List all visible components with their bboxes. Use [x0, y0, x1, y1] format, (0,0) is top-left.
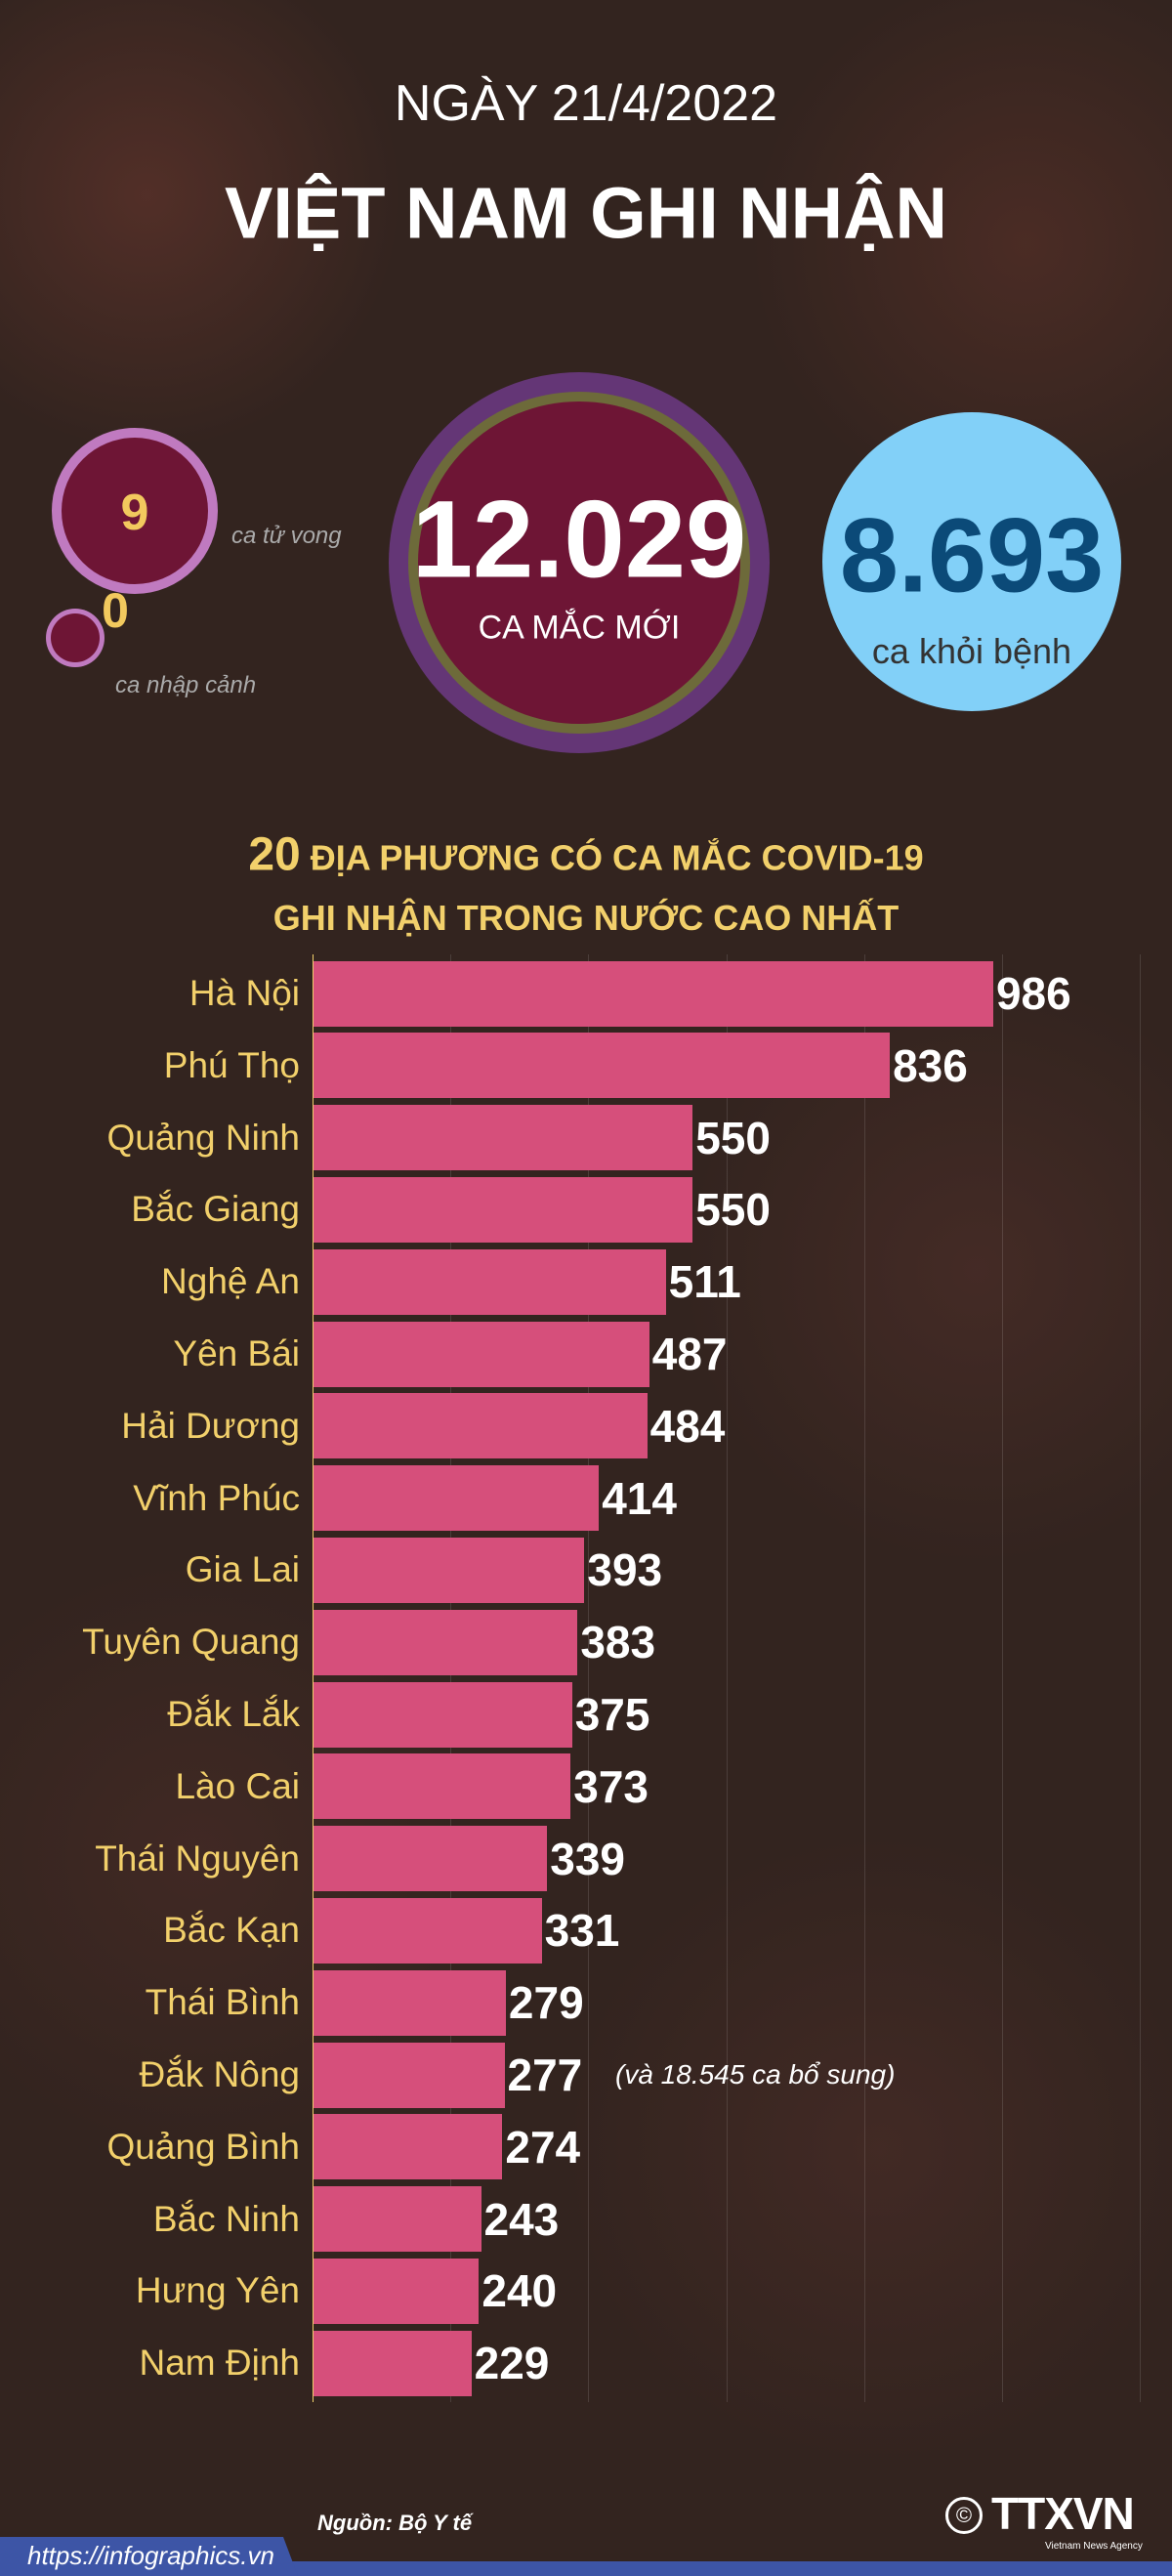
value-label: 550: [695, 1112, 771, 1163]
bar: [314, 2330, 472, 2396]
bar: [314, 1969, 506, 2036]
value-label: 487: [651, 1329, 728, 1379]
category-label: Vĩnh Phúc: [133, 1477, 300, 1518]
bar: [314, 1248, 666, 1315]
category-label: Bắc Kạn: [163, 1910, 300, 1951]
bar: [314, 2186, 481, 2253]
new-cases-value: 12.029: [411, 478, 747, 601]
value-label: 511: [668, 1256, 741, 1308]
logo-subtitle: Vietnam News Agency: [1045, 2541, 1143, 2552]
bar: [314, 1393, 648, 1459]
value-label: 331: [544, 1905, 620, 1957]
bar: [314, 1465, 600, 1532]
bar: [314, 2042, 505, 2108]
bar: [314, 960, 993, 1027]
gridline: [726, 954, 728, 2402]
deaths-value: 9: [120, 485, 149, 541]
category-label: Thái Nguyên: [95, 1837, 300, 1879]
category-label: Thái Bình: [145, 1982, 300, 2023]
chart-title-line1: 20 ĐỊA PHƯƠNG CÓ CA MẮC COVID-19: [248, 828, 923, 882]
recovered-circle: [822, 412, 1121, 711]
category-label: Quảng Bình: [106, 2126, 300, 2167]
url-tab: [0, 2537, 298, 2576]
gridline: [313, 954, 314, 2402]
category-label: Phú Thọ: [163, 1044, 300, 1085]
category-label: Hưng Yên: [135, 2270, 300, 2311]
new-cases-label: CA MẮC MỚI: [478, 609, 681, 647]
bar: [314, 1537, 585, 1603]
category-label: Nghệ An: [161, 1261, 300, 1302]
chart-title-number: 20: [248, 828, 301, 881]
value-label: 279: [508, 1977, 584, 2029]
value-label: 373: [573, 1760, 649, 1812]
value-label: 550: [695, 1184, 771, 1236]
virus-icon-imported: [51, 613, 100, 662]
chart-title-line2: GHI NHẬN TRONG NƯỚC CAO NHẤT: [272, 898, 900, 938]
bar: [314, 1826, 548, 1892]
recovered-label: ca khỏi bệnh: [871, 631, 1072, 671]
value-label: 240: [481, 2265, 558, 2317]
bar: [314, 1753, 571, 1820]
chart-title-text: ĐỊA PHƯƠNG CÓ CA MẮC COVID-19: [310, 837, 924, 878]
value-label: 836: [893, 1039, 968, 1091]
value-label: 383: [580, 1617, 656, 1668]
category-label: Lào Cai: [175, 1765, 300, 1806]
category-label: Nam Định: [139, 2343, 301, 2384]
bar: [314, 1609, 578, 1675]
imported-label: ca nhập cảnh: [115, 672, 257, 698]
value-label: 414: [602, 1472, 677, 1524]
source-text: Nguồn: Bộ Y tế: [317, 2511, 473, 2535]
value-label: 229: [474, 2338, 550, 2389]
imported-value: 0: [102, 583, 129, 638]
value-label: 277: [507, 2049, 583, 2100]
copyright-icon: ©: [945, 2497, 983, 2534]
category-label: Quảng Ninh: [106, 1117, 300, 1158]
value-label: 375: [574, 1689, 650, 1740]
gridline: [863, 954, 865, 2402]
headline: VIỆT NAM GHI NHẬN: [225, 172, 947, 254]
value-label: 393: [587, 1544, 663, 1596]
bar: [314, 2114, 503, 2180]
bar: [314, 1176, 693, 1243]
gridline: [1140, 954, 1141, 2402]
category-label: Bắc Ninh: [152, 2198, 300, 2239]
value-label: 339: [550, 1833, 626, 1884]
annotation-note: (và 18.545 ca bổ sung): [615, 2059, 896, 2090]
value-label: 484: [649, 1400, 726, 1452]
bar: [314, 1321, 649, 1387]
bar: [314, 2258, 480, 2324]
value-label: 243: [483, 2193, 560, 2245]
category-label: Gia Lai: [185, 1549, 300, 1590]
category-label: Yên Bái: [173, 1333, 300, 1373]
virus-icon-new-cases: [418, 401, 740, 724]
category-label: Đắk Nông: [139, 2054, 300, 2094]
bar: [314, 1105, 693, 1171]
deaths-label: ca tử vong: [231, 523, 342, 549]
gridline: [1001, 954, 1003, 2402]
category-label: Bắc Giang: [131, 1189, 300, 1230]
category-label: Hải Dương: [121, 1405, 300, 1446]
gridline: [588, 954, 590, 2402]
value-label: 274: [505, 2121, 581, 2173]
date-heading: NGÀY 21/4/2022: [394, 75, 778, 132]
category-label: Hà Nội: [188, 973, 300, 1013]
recovered-value: 8.693: [839, 495, 1105, 614]
gridline: [450, 954, 452, 2402]
ttxvn-logo: TTXVN: [991, 2488, 1135, 2539]
bar: [314, 1897, 542, 1964]
category-label: Đắk Lắk: [167, 1694, 300, 1734]
category-label: Tuyên Quang: [82, 1622, 300, 1663]
bar: [314, 1033, 891, 1099]
bar: [314, 1681, 572, 1748]
website-link[interactable]: https://infographics.vn: [27, 2541, 274, 2570]
virus-icon-deaths: [62, 438, 208, 584]
value-label: 986: [995, 968, 1071, 1019]
